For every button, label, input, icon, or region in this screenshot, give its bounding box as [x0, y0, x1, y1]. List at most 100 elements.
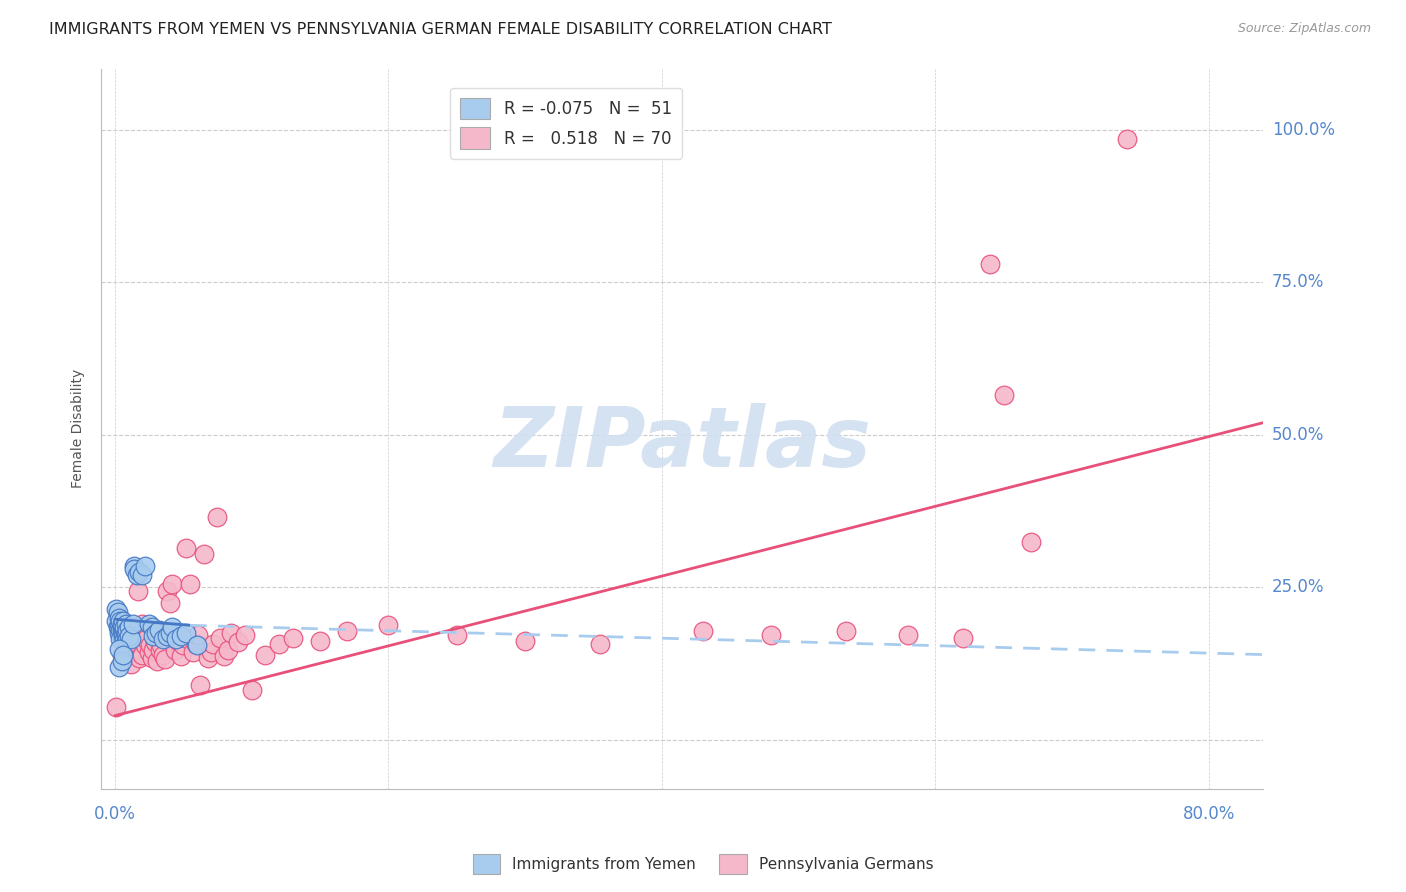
- Point: [156, 629, 179, 643]
- Point: [108, 641, 131, 656]
- Point: [111, 654, 134, 668]
- Point: [377, 618, 399, 632]
- Point: [169, 649, 191, 664]
- Point: [254, 648, 277, 662]
- Point: [187, 628, 209, 642]
- Point: [107, 605, 129, 619]
- Point: [112, 629, 135, 643]
- Point: [121, 644, 143, 658]
- Point: [117, 620, 139, 634]
- Point: [142, 629, 165, 643]
- Point: [174, 626, 197, 640]
- Point: [117, 629, 139, 643]
- Point: [114, 620, 136, 634]
- Point: [336, 624, 359, 639]
- Point: [124, 635, 146, 649]
- Point: [141, 650, 163, 665]
- Point: [172, 639, 194, 653]
- Text: 50.0%: 50.0%: [1272, 425, 1324, 444]
- Point: [122, 559, 145, 574]
- Point: [131, 648, 153, 662]
- Point: [761, 628, 783, 642]
- Point: [186, 639, 208, 653]
- Legend: Immigrants from Yemen, Pennsylvania Germans: Immigrants from Yemen, Pennsylvania Germ…: [467, 848, 939, 880]
- Point: [309, 634, 332, 648]
- Point: [115, 623, 138, 637]
- Point: [174, 541, 197, 555]
- Point: [152, 632, 174, 647]
- Point: [233, 628, 256, 642]
- Point: [166, 634, 188, 648]
- Point: [200, 644, 222, 658]
- Point: [134, 639, 156, 653]
- Point: [110, 614, 132, 628]
- Text: Source: ZipAtlas.com: Source: ZipAtlas.com: [1237, 22, 1371, 36]
- Point: [131, 568, 153, 582]
- Point: [108, 626, 131, 640]
- Text: IMMIGRANTS FROM YEMEN VS PENNSYLVANIA GERMAN FEMALE DISABILITY CORRELATION CHART: IMMIGRANTS FROM YEMEN VS PENNSYLVANIA GE…: [49, 22, 832, 37]
- Point: [110, 632, 132, 647]
- Point: [162, 577, 184, 591]
- Point: [589, 637, 612, 651]
- Point: [188, 678, 211, 692]
- Point: [135, 632, 157, 647]
- Point: [127, 583, 149, 598]
- Point: [114, 632, 136, 647]
- Point: [446, 628, 468, 642]
- Point: [112, 614, 135, 628]
- Point: [155, 652, 177, 666]
- Point: [219, 626, 242, 640]
- Text: 100.0%: 100.0%: [1272, 120, 1334, 138]
- Point: [112, 626, 135, 640]
- Point: [146, 654, 169, 668]
- Point: [128, 565, 150, 579]
- Point: [207, 510, 229, 524]
- Point: [111, 617, 134, 632]
- Point: [110, 623, 132, 637]
- Text: ZIPatlas: ZIPatlas: [494, 402, 872, 483]
- Point: [105, 602, 128, 616]
- Point: [124, 626, 146, 640]
- Point: [193, 547, 215, 561]
- Point: [112, 648, 135, 662]
- Point: [993, 388, 1015, 402]
- Point: [114, 629, 136, 643]
- Point: [214, 648, 236, 663]
- Point: [897, 628, 920, 642]
- Point: [181, 644, 204, 658]
- Point: [114, 626, 136, 640]
- Point: [226, 635, 249, 649]
- Point: [143, 635, 166, 649]
- Point: [1019, 534, 1042, 549]
- Point: [108, 617, 131, 632]
- Point: [156, 583, 179, 598]
- Point: [111, 620, 134, 634]
- Point: [1115, 132, 1137, 146]
- Point: [692, 624, 714, 639]
- Point: [281, 631, 304, 645]
- Point: [240, 683, 263, 698]
- Point: [145, 626, 167, 640]
- Point: [138, 644, 160, 658]
- Point: [131, 617, 153, 632]
- Point: [513, 634, 536, 648]
- Point: [105, 699, 128, 714]
- Point: [267, 637, 290, 651]
- Point: [114, 617, 136, 632]
- Point: [120, 632, 142, 647]
- Point: [141, 620, 163, 634]
- Point: [202, 637, 225, 651]
- Point: [122, 562, 145, 576]
- Point: [153, 626, 176, 640]
- Point: [111, 648, 134, 662]
- Point: [125, 568, 148, 582]
- Point: [145, 626, 167, 640]
- Y-axis label: Female Disability: Female Disability: [72, 369, 86, 488]
- Point: [120, 657, 142, 671]
- Point: [148, 623, 170, 637]
- Point: [115, 632, 138, 647]
- Point: [150, 639, 173, 653]
- Point: [134, 559, 156, 574]
- Point: [165, 642, 187, 657]
- Text: 80.0%: 80.0%: [1182, 805, 1234, 823]
